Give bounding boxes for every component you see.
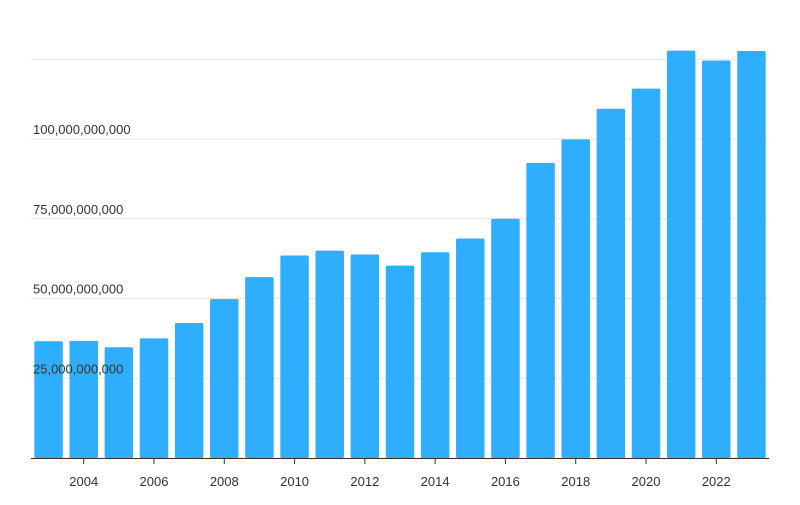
x-tick-label: 2020 — [632, 474, 661, 489]
bar-2023 — [737, 50, 766, 459]
y-tick-label: 50,000,000,000 — [33, 282, 123, 297]
bar-2016 — [491, 218, 520, 458]
x-tick-label: 2008 — [210, 474, 239, 489]
bar-2006 — [139, 338, 169, 459]
bar-2020 — [631, 88, 661, 458]
x-tick-label: 2016 — [491, 474, 520, 489]
bar-2021 — [666, 50, 696, 458]
x-tick-label: 2014 — [421, 474, 450, 489]
bar-2008 — [210, 299, 239, 458]
bar-2004 — [69, 340, 98, 458]
y-tick-label: 75,000,000,000 — [33, 202, 123, 217]
x-tick-label: 2004 — [69, 474, 98, 489]
bar-2019 — [596, 108, 626, 458]
y-axis-labels: 25,000,000,000 50,000,000,000 75,000,000,0… — [33, 122, 131, 376]
x-axis: 2004 2006 2008 2010 2012 2014 2016 2018 2020 2022 — [31, 458, 769, 489]
x-tick-label: 2018 — [561, 474, 590, 489]
bar-2003 — [34, 341, 63, 458]
x-tick-label: 2022 — [702, 474, 731, 489]
bar-2007 — [174, 323, 204, 458]
bars — [34, 50, 766, 459]
x-tick-label: 2010 — [280, 474, 309, 489]
bar-2009 — [245, 277, 274, 458]
bar-2022 — [702, 60, 731, 458]
bar-2010 — [280, 255, 309, 458]
y-tick-label: 100,000,000,000 — [33, 122, 131, 137]
bar-2011 — [315, 250, 344, 458]
bar-2018 — [561, 139, 590, 458]
x-tick-label: 2012 — [350, 474, 379, 489]
bar-2012 — [350, 254, 380, 458]
bar-2017 — [526, 162, 555, 458]
bar-2013 — [385, 265, 415, 458]
y-tick-label: 25,000,000,000 — [33, 361, 123, 376]
x-tick-label: 2006 — [140, 474, 169, 489]
bar-2014 — [420, 252, 450, 458]
bar-2015 — [456, 238, 485, 458]
bar-2005 — [104, 347, 134, 458]
